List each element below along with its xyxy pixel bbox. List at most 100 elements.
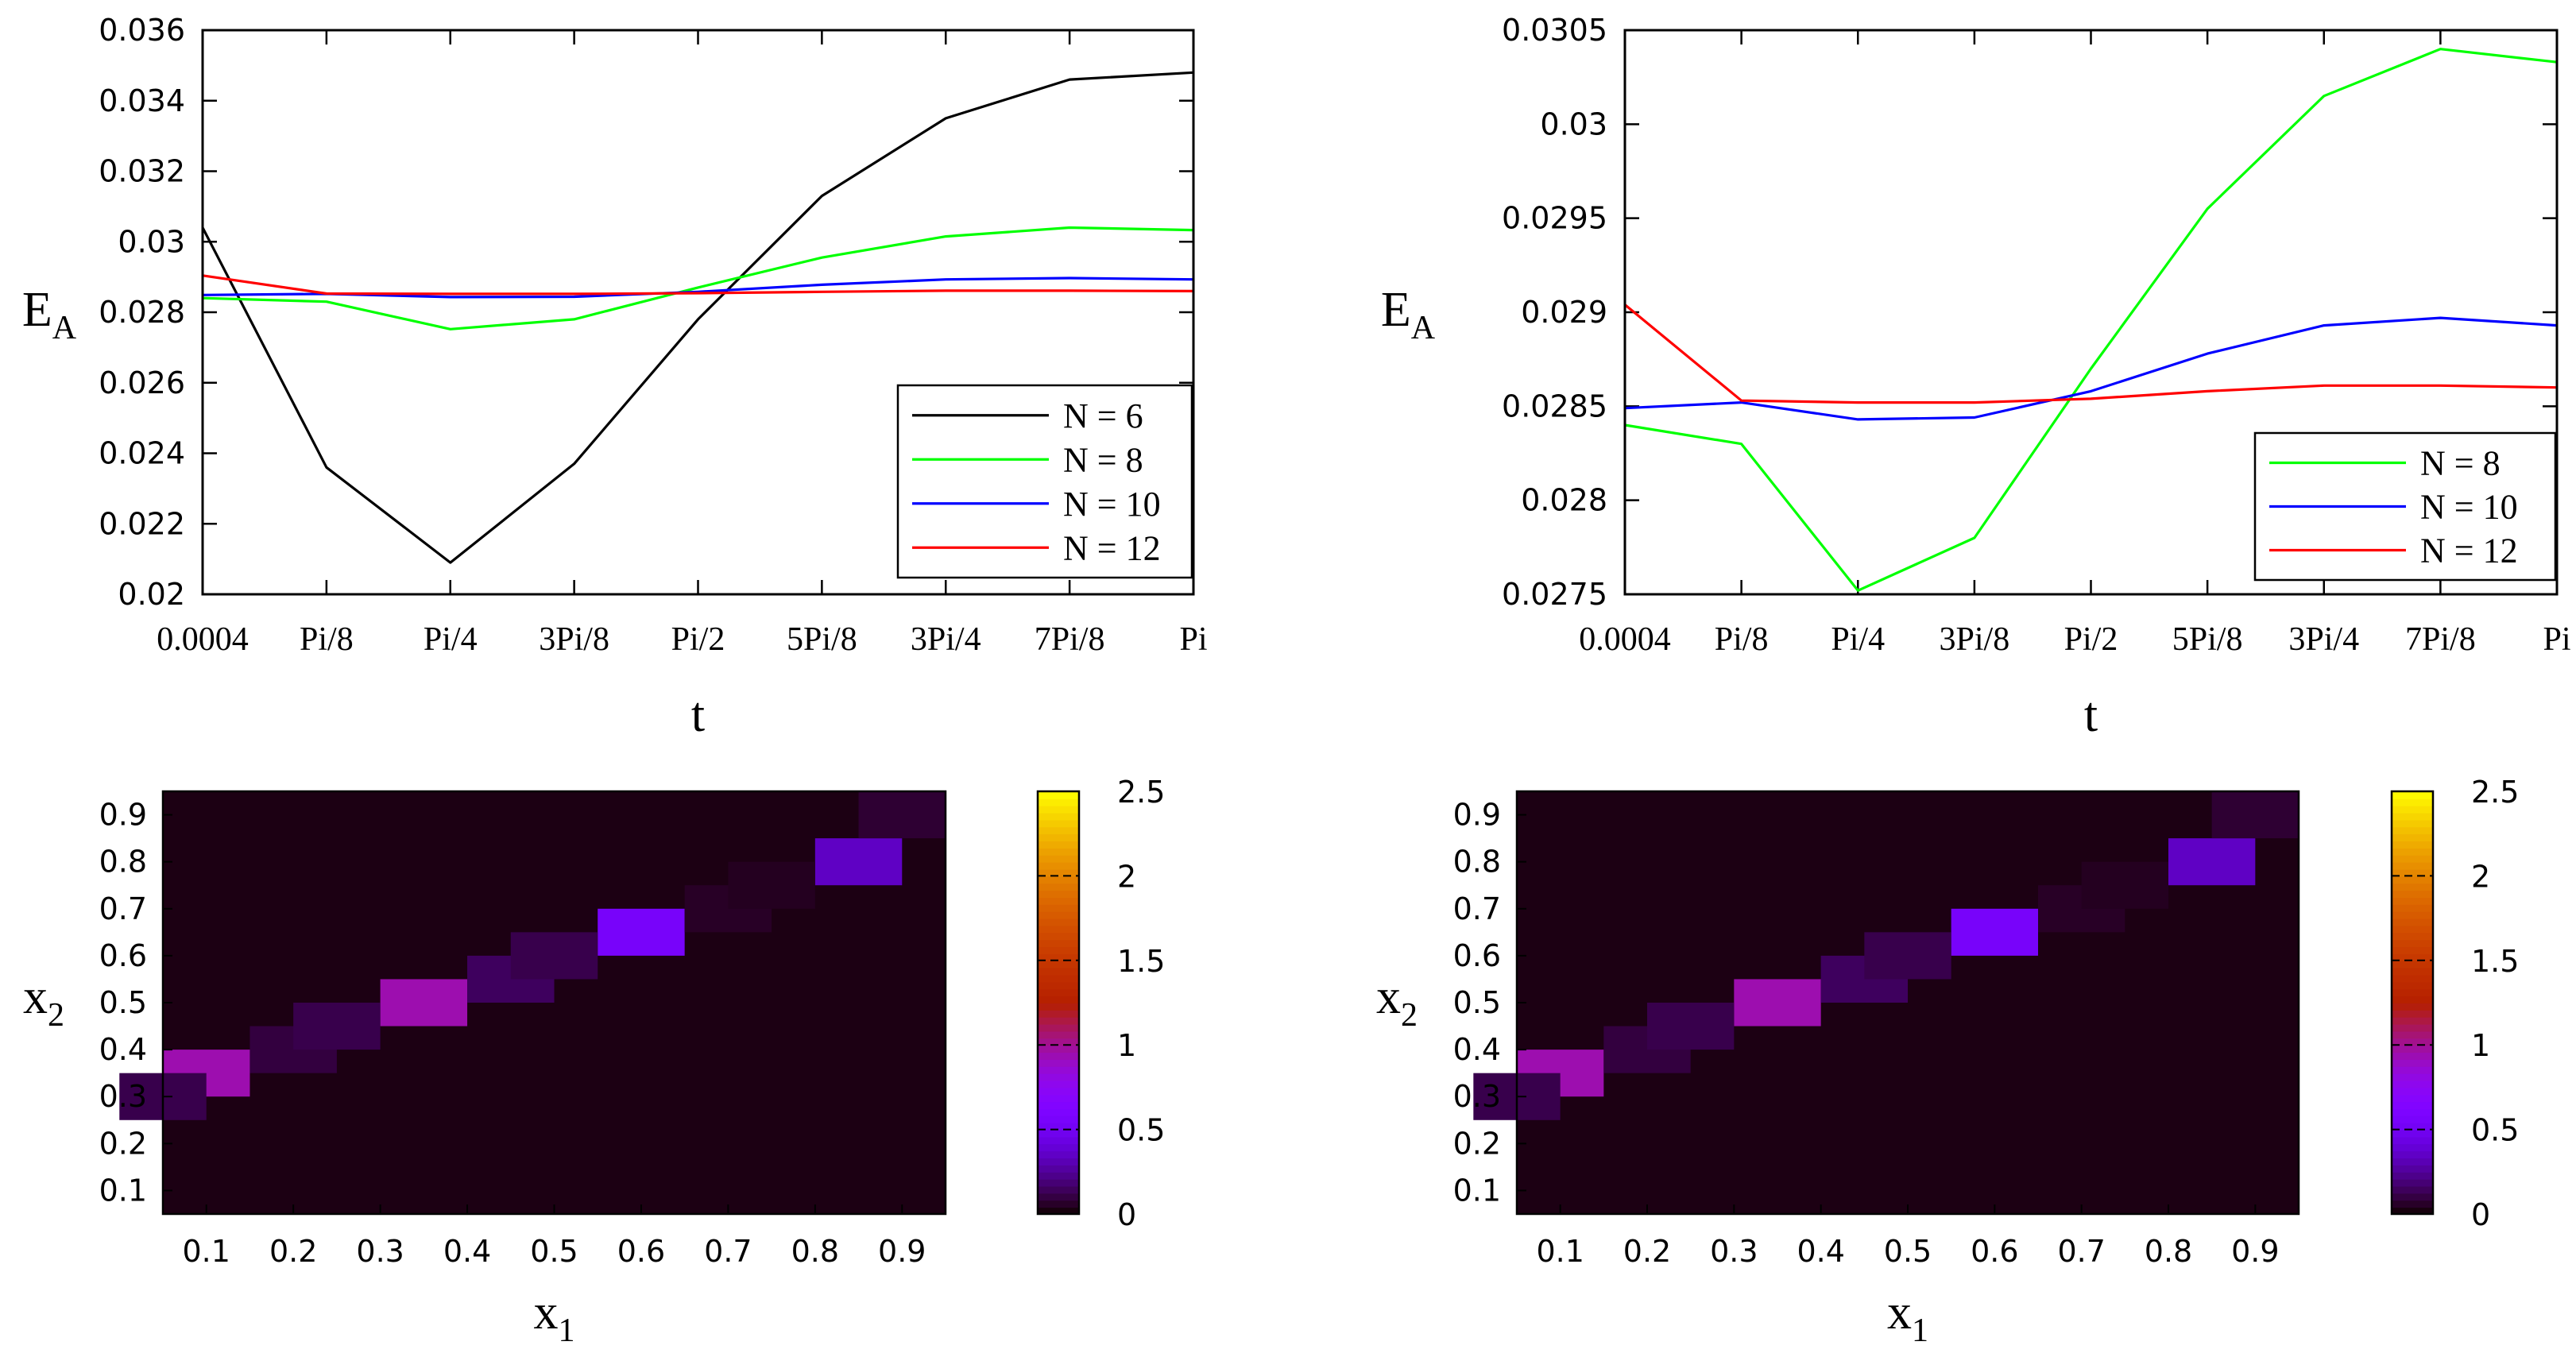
colorbar-segment xyxy=(1038,925,1079,934)
colorbar-segment xyxy=(1038,1094,1079,1103)
heatmap-cell xyxy=(1864,932,1951,980)
heatmap-cell xyxy=(728,861,815,909)
colorbar-tick-label: 2 xyxy=(2471,859,2490,894)
x-tick-label: 0.8 xyxy=(2145,1234,2192,1269)
y-axis-label-main: E xyxy=(22,283,52,337)
colorbar-segment xyxy=(2392,1129,2433,1138)
colorbar-tick-label: 2.5 xyxy=(2471,775,2519,810)
colorbar-segment xyxy=(1038,1052,1079,1060)
colorbar-segment xyxy=(1038,1073,1079,1081)
colorbar-segment xyxy=(2392,798,2433,806)
colorbar-segment xyxy=(2392,1094,2433,1103)
colorbar-segment xyxy=(2392,854,2433,863)
chart-top-right: 0.0275 0.028 0.0285 0.029 0.0295 0.03 0.0305 0.… xyxy=(1381,13,2571,742)
colorbar-tick-label: 1 xyxy=(1117,1028,1136,1063)
x-tick-label: 0.6 xyxy=(617,1234,665,1269)
colorbar-segment xyxy=(2392,1171,2433,1180)
y-tick-label: 0.028 xyxy=(99,295,185,330)
legend-label: N = 10 xyxy=(2420,488,2518,527)
colorbar-tick-label: 0 xyxy=(2471,1197,2490,1232)
colorbar-tick-label: 2.5 xyxy=(1117,775,1165,810)
y-axis-label-main: x xyxy=(1376,970,1401,1024)
colorbar-segment xyxy=(1038,861,1079,870)
colorbar-segment xyxy=(1038,1129,1079,1138)
colorbar-segment xyxy=(1038,819,1079,828)
colorbar-segment xyxy=(2392,981,2433,990)
colorbar-segment xyxy=(1038,1016,1079,1025)
colorbar-segment xyxy=(2392,1073,2433,1081)
y-tick-label: 0.5 xyxy=(1453,985,1501,1020)
colorbar-segment xyxy=(2392,1158,2433,1166)
colorbar-segment xyxy=(1038,1023,1079,1032)
colorbar-segment xyxy=(1038,1171,1079,1180)
x-tick-label: Pi/4 xyxy=(424,621,478,658)
x-tick-label: 0.3 xyxy=(1710,1234,1758,1269)
colorbar-segment xyxy=(1038,1030,1079,1039)
x-tick-label: 7Pi/8 xyxy=(1035,621,1105,658)
x-tick-label: 0.3 xyxy=(356,1234,404,1269)
heatmap-cell xyxy=(1734,979,1821,1026)
colorbar-segment xyxy=(1038,946,1079,954)
colorbar-segment xyxy=(1038,798,1079,806)
x-tick-label: Pi xyxy=(2543,621,2570,658)
colorbar-segment xyxy=(1038,897,1079,905)
colorbar-segment xyxy=(1038,1115,1079,1123)
x-tick-label: 0.4 xyxy=(1797,1234,1844,1269)
colorbar-segment xyxy=(2392,1045,2433,1054)
colorbar-tick-label: 0.5 xyxy=(1117,1113,1165,1148)
x-tick-label: Pi/4 xyxy=(1831,621,1885,658)
y-tick-label: 0.02 xyxy=(118,577,185,612)
y-tick-label: 0.024 xyxy=(99,436,185,471)
legend-box xyxy=(896,384,1193,579)
legend: N = 6 N = 8 N = 10 N = 12 xyxy=(896,384,1193,579)
colorbar-segment xyxy=(2392,1009,2433,1018)
heatmap-cell xyxy=(1951,908,2038,956)
colorbar-segment xyxy=(1038,883,1079,891)
colorbar-segment xyxy=(2392,910,2433,919)
x-tick-label: 3Pi/4 xyxy=(2288,621,2359,658)
x-tick-label: 0.2 xyxy=(269,1234,317,1269)
chart-top-left: 0.02 0.022 0.024 0.026 0.028 0.03 0.032 0.034 0.… xyxy=(22,13,1208,742)
colorbar-segment xyxy=(2392,1207,2433,1215)
colorbar-segment xyxy=(1038,1009,1079,1018)
heatmap-cell xyxy=(2211,791,2299,839)
colorbar-segment xyxy=(2392,897,2433,905)
colorbar-segment xyxy=(2392,903,2433,912)
colorbar-segment xyxy=(1038,868,1079,877)
x-tick-label: 0.5 xyxy=(530,1234,578,1269)
heatmap-cell xyxy=(814,838,903,886)
colorbar-segment xyxy=(1038,1065,1079,1074)
y-tick-label: 0.03 xyxy=(118,224,185,259)
colorbar-segment xyxy=(1038,1164,1079,1173)
colorbar-segment xyxy=(1038,1150,1079,1159)
colorbar-segment xyxy=(2392,819,2433,828)
colorbar-segment xyxy=(2392,1185,2433,1194)
chart-bottom-left: 0.1 0.2 0.3 0.4 0.5 0.6 0.7 0.8 0.9 0.1 0.2 0.3 0.4 0… xyxy=(23,775,1165,1349)
x-tick-label: Pi/8 xyxy=(1715,621,1769,658)
x-axis-label: t xyxy=(2084,688,2098,742)
colorbar-segment xyxy=(2392,1122,2433,1131)
y-tick-label: 0.03 xyxy=(1540,106,1607,141)
x-tick-label: 0.0004 xyxy=(157,621,249,658)
colorbar-segment xyxy=(2392,791,2433,799)
colorbar-segment xyxy=(1038,939,1079,948)
x-tick-label: Pi/8 xyxy=(300,621,354,658)
legend: N = 8 N = 10 N = 12 xyxy=(2253,431,2557,582)
y-tick-label: 0.3 xyxy=(99,1079,147,1114)
colorbar-segment xyxy=(2392,1101,2433,1109)
y-tick-label: 0.2 xyxy=(99,1126,147,1161)
legend-label: N = 6 xyxy=(1063,396,1143,435)
x-axis-label-main: x xyxy=(1887,1285,1912,1340)
colorbar-segment xyxy=(1038,1200,1079,1208)
x-axis-label: x1 xyxy=(1887,1285,1928,1349)
legend-label: N = 12 xyxy=(2420,532,2518,570)
x-tick-label: 3Pi/8 xyxy=(1940,621,2010,658)
x-tick-label: 0.8 xyxy=(791,1234,839,1269)
chart-bottom-right: 0.1 0.2 0.3 0.4 0.5 0.6 0.7 0.8 0.9 0.1 0.2 0.3 0.4 0… xyxy=(1376,775,2519,1349)
colorbar: 0 0.5 1 1.5 2 2.5 xyxy=(2390,775,2519,1232)
colorbar-segment xyxy=(1038,841,1079,849)
heatmap-cell xyxy=(1647,1003,1735,1050)
y-axis-label-sub: 2 xyxy=(1401,997,1418,1034)
x-tick-label: 5Pi/8 xyxy=(2172,621,2243,658)
y-tick-label: 0.0275 xyxy=(1502,577,1607,612)
